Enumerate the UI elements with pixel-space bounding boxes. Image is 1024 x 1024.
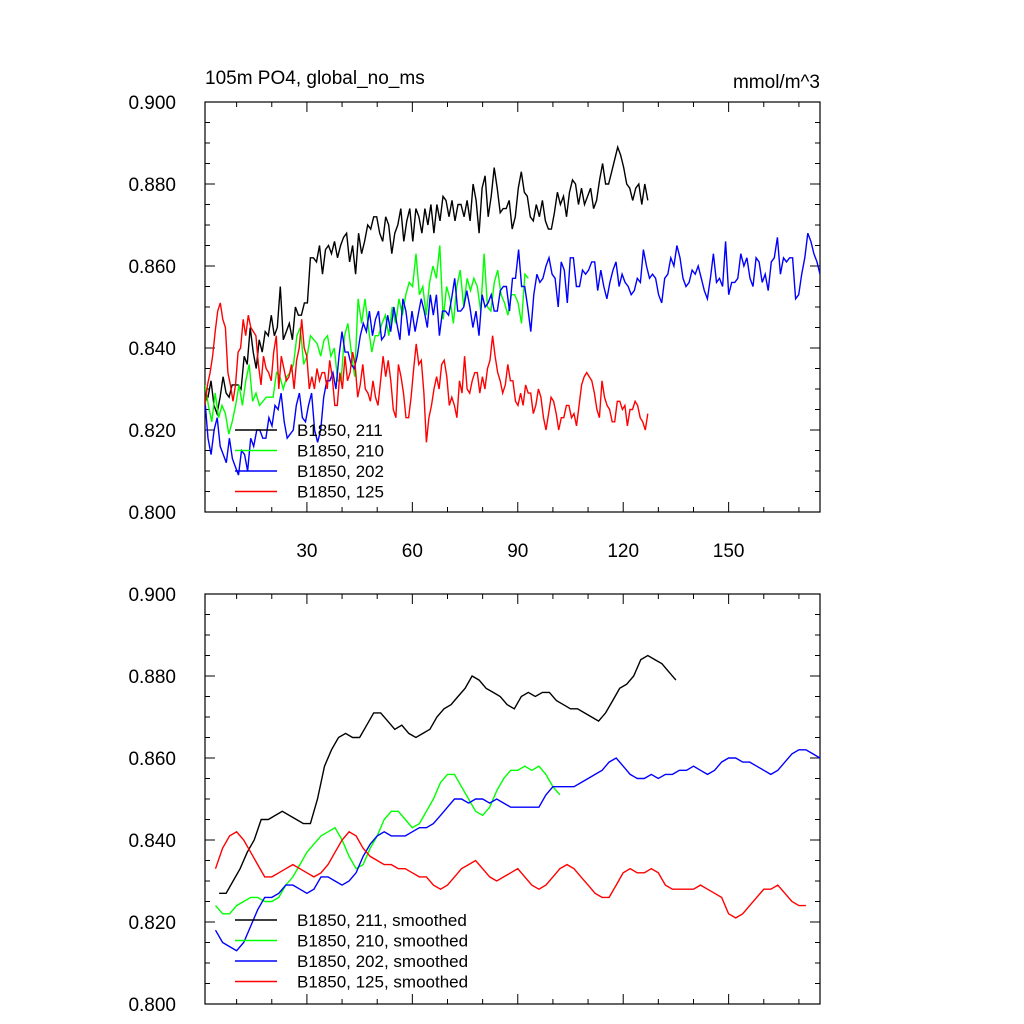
units-label: mmol/m^3 <box>733 72 820 93</box>
legend-label: B1850, 210, smoothed <box>297 932 468 951</box>
y-tick-label: 0.880 <box>128 667 176 688</box>
x-tick-label: 150 <box>713 541 745 562</box>
top-panel: 0.800 0.820 0.840 0.860 0.880 0.900 30 60 90 120 1… <box>128 93 821 562</box>
y-tick-label: 0.800 <box>128 995 176 1016</box>
y-tick-label: 0.840 <box>128 339 176 360</box>
y-tick-label: 0.880 <box>128 175 176 196</box>
y-tick-label: 0.820 <box>128 421 176 442</box>
y-tick-label: 0.840 <box>128 831 176 852</box>
legend-label: B1850, 211, smoothed <box>297 911 467 930</box>
chart-title: 105m PO4, global_no_ms <box>205 68 425 89</box>
series-line <box>214 830 806 919</box>
y-tick-label: 0.800 <box>128 503 176 524</box>
series-line <box>219 654 677 894</box>
series-line <box>214 765 561 915</box>
x-tick-label: 120 <box>607 541 639 562</box>
series-line <box>214 749 820 952</box>
series-line <box>205 302 649 443</box>
x-tick-label: 60 <box>402 541 423 562</box>
series-line <box>205 144 649 417</box>
x-tick-label: 90 <box>507 541 528 562</box>
x-tick-label: 30 <box>296 541 317 562</box>
series-line <box>205 232 820 476</box>
legend-label: B1850, 202 <box>297 462 384 481</box>
y-tick-label: 0.900 <box>128 585 176 606</box>
y-tick-label: 0.860 <box>128 257 176 278</box>
series-line <box>205 245 529 435</box>
y-tick-label: 0.900 <box>128 93 176 114</box>
legend-label: B1850, 210 <box>297 442 384 461</box>
y-tick-label: 0.860 <box>128 749 176 770</box>
y-tick-label: 0.820 <box>128 913 176 934</box>
legend-label: B1850, 202, smoothed <box>297 952 468 971</box>
legend-label: B1850, 125 <box>297 483 384 502</box>
bottom-panel: 0.800 0.820 0.840 0.860 0.880 0.900 B1850, 211… <box>128 585 821 1016</box>
legend-label: B1850, 125, smoothed <box>297 973 468 992</box>
legend-label: B1850, 211 <box>297 421 383 440</box>
